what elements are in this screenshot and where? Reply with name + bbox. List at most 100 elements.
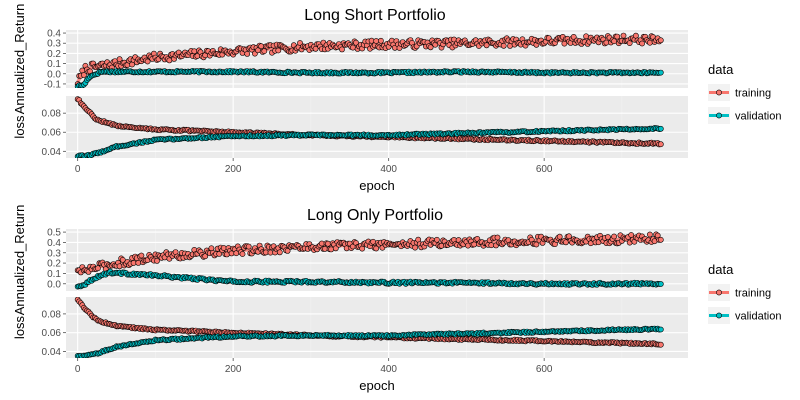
data-point-training [533, 241, 540, 248]
legend-label-validation: validation [735, 111, 781, 123]
x-tick-label: 200 [225, 164, 242, 175]
chart-title: Long Only Portfolio [307, 207, 443, 224]
data-point-training [325, 240, 331, 247]
x-tick-label: 400 [380, 364, 397, 375]
data-point-training [116, 56, 123, 63]
x-tick-label: 0 [75, 164, 81, 175]
y-tick-label: 0.0 [47, 69, 61, 80]
x-tick-label: 600 [536, 164, 553, 175]
series-validation [74, 68, 664, 88]
data-point-training [647, 39, 653, 46]
data-point-training [202, 253, 209, 260]
data-point-training [657, 37, 664, 44]
data-point-training [500, 42, 507, 49]
data-point-training [647, 231, 653, 238]
y-axis-label: loss [12, 115, 27, 139]
data-point-training [373, 245, 380, 252]
series-validation [74, 325, 664, 358]
x-tick-label: 0 [75, 364, 81, 375]
y-tick-label: 0.2 [47, 49, 61, 60]
data-point-training [81, 72, 87, 78]
data-point-training [639, 40, 645, 47]
data-point-training [332, 245, 339, 252]
y-tick-label: -0.1 [44, 79, 62, 90]
data-point-training [377, 37, 384, 44]
data-point-training [244, 51, 251, 57]
legend-point-validation [716, 312, 722, 319]
data-point-training [216, 250, 223, 257]
y-tick-label: 0.06 [42, 328, 62, 339]
data-point-training [657, 141, 664, 148]
legend-point-training [716, 289, 722, 296]
chart-2: Long Only Portfolio 0.00.10.20.30.40.5 Ann… [12, 205, 781, 393]
legend-label-training: training [735, 88, 771, 100]
x-tick-label: 400 [380, 164, 397, 175]
series-validation [74, 125, 664, 158]
series-training [74, 32, 664, 87]
data-point-training [570, 34, 577, 40]
chart-title: Long Short Portfolio [304, 7, 446, 24]
y-tick-label: 0.08 [42, 109, 62, 120]
data-point-training [657, 236, 664, 243]
data-point-training [135, 259, 142, 266]
data-point-training [657, 341, 664, 348]
legend-point-validation [716, 112, 722, 119]
data-point-training [620, 32, 627, 39]
data-point-training [239, 251, 246, 257]
data-point-training [614, 33, 621, 40]
chart-1: Long Short Portfolio -0.10.00.10.20.30.4 A… [12, 4, 781, 193]
y-tick-label: 0.06 [42, 128, 62, 139]
legend-point-training [716, 89, 722, 96]
data-point-training [138, 252, 145, 259]
data-point-training [191, 48, 198, 55]
facet-loss: 0.04 0.06 0.08 loss [12, 297, 688, 358]
data-point-training [483, 42, 490, 49]
data-point-validation [657, 69, 664, 76]
data-point-training [628, 232, 635, 238]
legend-title: data [708, 262, 734, 277]
data-point-training [144, 58, 151, 65]
y-tick-label: 0.08 [42, 309, 62, 320]
data-point-training [563, 239, 569, 246]
y-axis-label: loss [12, 315, 27, 339]
y-tick-label: 0.3 [47, 39, 61, 50]
series-training [74, 231, 664, 276]
y-tick-label: 0.0 [47, 279, 61, 290]
data-point-training [119, 256, 126, 263]
data-point-training [349, 44, 356, 51]
data-point-training [556, 233, 563, 240]
x-tick-label: 600 [536, 364, 553, 375]
data-point-validation [657, 326, 664, 333]
y-axis-label: Annualized_Return [12, 4, 27, 115]
data-point-training [276, 249, 283, 256]
y-tick-label: 0.1 [47, 269, 61, 280]
data-point-training [353, 39, 359, 46]
x-axis-label: epoch [359, 178, 394, 193]
legend-label-validation: validation [735, 311, 781, 323]
data-point-validation [657, 125, 664, 132]
data-point-training [245, 243, 252, 250]
legend-label-training: training [735, 288, 771, 300]
facet-annualized-return: -0.10.00.10.20.30.4 Annualized_Return [12, 4, 688, 115]
data-point-training [471, 241, 478, 248]
x-tick-label: 200 [225, 364, 242, 375]
y-tick-label: 0.1 [47, 59, 61, 70]
series-validation [74, 268, 664, 290]
data-point-training [154, 257, 160, 264]
y-tick-label: 0.3 [47, 248, 61, 259]
x-axis-label: epoch [359, 378, 394, 393]
data-point-training [275, 47, 282, 54]
data-point-training [328, 246, 334, 253]
y-tick-label: 0.4 [47, 29, 61, 40]
y-axis-label: Annualized_Return [12, 205, 27, 316]
data-point-training [95, 265, 101, 272]
y-tick-label: 0.4 [47, 238, 61, 249]
data-point-training [284, 247, 291, 254]
plot-panel [66, 96, 688, 158]
y-tick-label: 0.5 [47, 228, 61, 239]
y-tick-label: 0.2 [47, 259, 61, 270]
data-point-training [339, 46, 345, 53]
facet-loss: 0.04 0.06 0.08 loss [12, 96, 688, 158]
